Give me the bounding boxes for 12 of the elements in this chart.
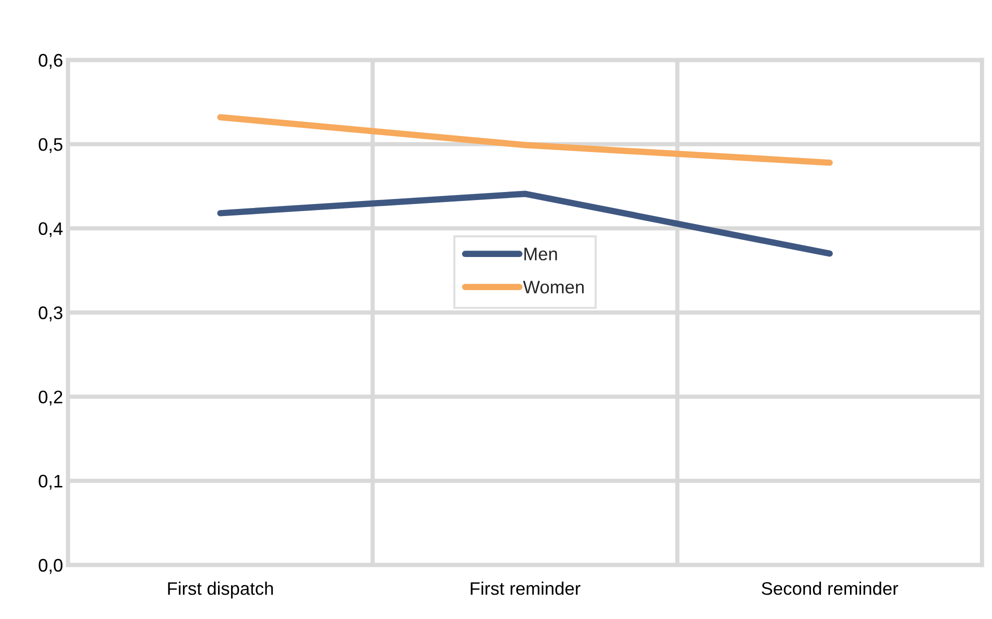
x-tick-label: Second reminder <box>762 582 898 595</box>
y-tick-label: 0,6 <box>38 54 62 69</box>
x-tick-label: First reminder <box>470 582 580 595</box>
y-tick-label: 0,0 <box>38 558 62 574</box>
y-tick-label: 0,3 <box>38 306 62 322</box>
y-tick-label: 0,1 <box>38 474 62 490</box>
y-tick-label: 0,4 <box>38 222 63 238</box>
legend-label: Men <box>524 248 557 260</box>
x-tick-label: First dispatch <box>168 582 273 598</box>
y-tick-label: 0,5 <box>38 138 62 154</box>
legend-label: Women <box>523 280 584 294</box>
y-tick-label: 0,2 <box>38 390 62 406</box>
